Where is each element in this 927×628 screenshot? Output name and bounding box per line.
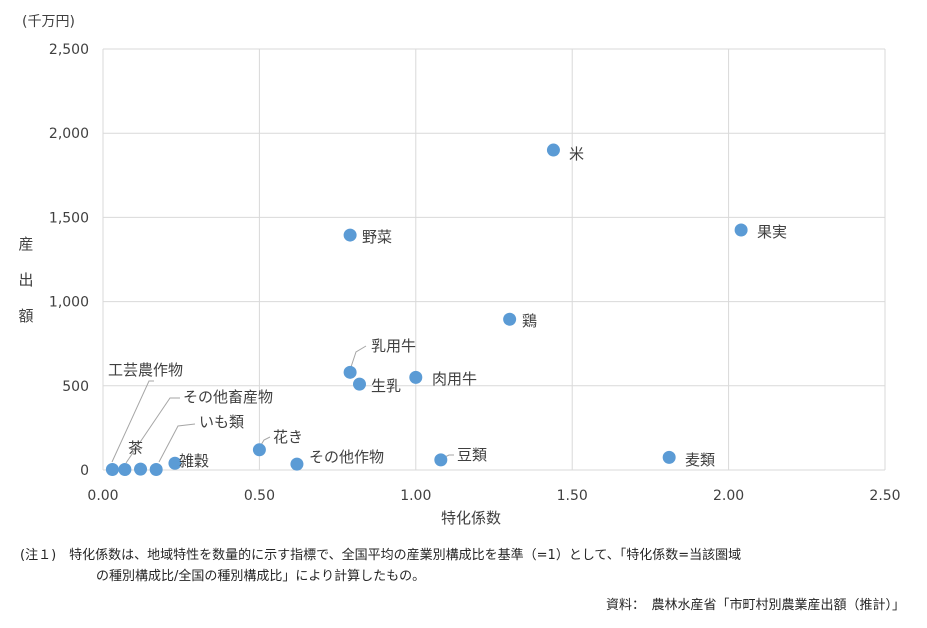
data-point-label: 花き — [273, 428, 303, 446]
leader-line — [158, 423, 196, 463]
data-point-label: 果実 — [757, 223, 787, 241]
data-point — [434, 453, 448, 467]
data-point — [503, 312, 517, 326]
x-tick-label: 0.50 — [244, 488, 275, 504]
y-axis-title: 産出額 — [18, 235, 33, 325]
data-point — [290, 457, 304, 471]
data-point — [343, 228, 357, 242]
data-point-label: いも類 — [199, 413, 244, 431]
data-point-label: 野菜 — [362, 228, 392, 246]
data-point-label: 乳用牛 — [371, 337, 416, 355]
data-point-label: 米 — [569, 145, 584, 163]
data-point — [105, 462, 119, 476]
source-note: 資料： 農林水産省「市町村別農業産出額（推計）」 — [606, 595, 905, 616]
leader-line — [111, 380, 154, 463]
data-point — [546, 143, 560, 157]
data-point — [134, 462, 148, 476]
footnote-marker: (注１) — [20, 548, 57, 563]
data-point-label: 豆類 — [457, 446, 487, 464]
y-tick-label: 0 — [80, 463, 89, 479]
x-tick-label: 1.50 — [557, 488, 588, 504]
data-point-label: その他作物 — [309, 448, 384, 466]
y-tick-label: 1,000 — [49, 295, 89, 311]
data-point-label: 工芸農作物 — [108, 361, 183, 379]
data-point-label: 鶏 — [522, 312, 537, 330]
data-point-label: 生乳 — [371, 377, 401, 395]
data-point — [409, 370, 423, 384]
source-text: 資料： 農林水産省「市町村別農業産出額（推計）」 — [605, 598, 905, 613]
leader-line — [125, 397, 180, 464]
y-axis-title-char: 額 — [18, 307, 33, 325]
scatter-chart: (千万円) 特化係数 産出額 05001,0001,5002,0002,5000… — [18, 14, 901, 527]
data-point — [662, 450, 676, 464]
y-axis-title-char: 産 — [18, 235, 33, 253]
tick-labels: 0 500 1,000 1,500 2,000 2,500 0.00 0.50 1.00 1.50… — [49, 42, 901, 504]
data-point — [118, 462, 132, 476]
footnote-line-1: (注１) 特化係数は、地域特性を数量的に示す指標で、全国平均の産業別構成比を基準… — [20, 545, 741, 566]
data-point-label: 麦類 — [685, 451, 715, 469]
footnote-line-2: の種別構成比/全国の種別構成比」により計算したもの。 — [96, 566, 425, 587]
data-point — [352, 377, 366, 391]
x-axis-title: 特化係数 — [441, 509, 501, 527]
data-point-label: 雑穀 — [179, 452, 209, 470]
y-tick-label: 500 — [62, 379, 89, 395]
data-point-label: 茶 — [128, 439, 143, 457]
data-point — [734, 223, 748, 237]
data-point — [168, 456, 182, 470]
footnote-text-2: の種別構成比/全国の種別構成比」により計算したもの。 — [96, 569, 426, 584]
y-axis-title-char: 出 — [18, 271, 33, 289]
chart-grid — [102, 48, 886, 471]
axis-labels: (千万円) 特化係数 — [22, 14, 501, 527]
x-tick-label: 0.00 — [87, 488, 118, 504]
data-point-label: その他畜産物 — [183, 388, 273, 406]
data-point — [252, 443, 266, 457]
x-tick-label: 2.00 — [713, 488, 744, 504]
footnote-text-1: 特化係数は、地域特性を数量的に示す指標で、全国平均の産業別構成比を基準（=1）と… — [69, 548, 742, 563]
y-unit-label: (千万円) — [22, 14, 75, 30]
data-point-label: 肉用牛 — [432, 370, 477, 388]
y-tick-label: 2,000 — [49, 126, 89, 142]
x-tick-label: 1.00 — [400, 488, 431, 504]
data-points — [105, 143, 748, 476]
x-tick-label: 2.50 — [869, 488, 900, 504]
y-tick-label: 2,500 — [49, 42, 89, 58]
data-point — [343, 365, 357, 379]
data-point — [149, 462, 163, 476]
y-tick-label: 1,500 — [49, 210, 89, 226]
